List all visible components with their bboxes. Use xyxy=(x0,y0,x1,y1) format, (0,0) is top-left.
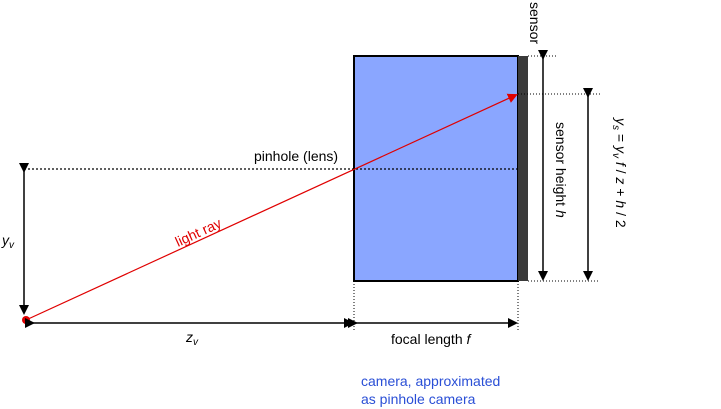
ys-formula-label: ys = yv f / z + h / 2 xyxy=(610,117,629,228)
light-ray-label: light ray xyxy=(173,215,224,250)
camera-caption-line1: camera, approximated xyxy=(361,373,500,389)
ys-plus: + xyxy=(613,184,629,200)
yv-base: y xyxy=(1,232,10,248)
sensor-height-text: sensor height xyxy=(553,122,569,210)
ys-z: z xyxy=(613,176,629,184)
pinhole-label: pinhole (lens) xyxy=(254,148,338,164)
ys-y: y xyxy=(613,145,629,154)
sensor-label: sensor xyxy=(527,2,543,44)
focal-length-var: f xyxy=(467,331,473,347)
ys-v: v xyxy=(610,153,621,159)
camera-caption-line2: as pinhole camera xyxy=(361,391,476,407)
ys-sub: s xyxy=(610,125,621,130)
sensor-height-var: h xyxy=(553,210,569,218)
light-source-point xyxy=(22,316,30,324)
ys-h: h xyxy=(613,200,629,208)
focal-length-label: focal length f xyxy=(391,331,473,347)
ys-two: / 2 xyxy=(613,208,629,228)
zv-base: z xyxy=(185,329,193,345)
ys-f: f xyxy=(613,158,629,168)
sensor-strip xyxy=(518,56,528,281)
sensor-height-label: sensor height h xyxy=(553,122,569,218)
zv-sub: v xyxy=(193,337,199,348)
ys-div: / xyxy=(613,166,629,178)
ys-eq: = xyxy=(613,130,629,146)
light-ray xyxy=(25,93,518,321)
yv-label: yv xyxy=(1,232,15,251)
ys-base: y xyxy=(613,117,629,126)
yv-sub: v xyxy=(9,240,15,251)
zv-label: zv xyxy=(185,329,199,348)
focal-length-text: focal length xyxy=(391,331,467,347)
